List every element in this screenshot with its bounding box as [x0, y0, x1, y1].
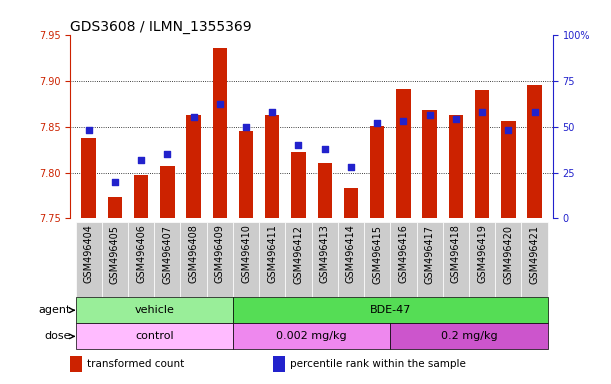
Text: GSM496417: GSM496417 — [425, 225, 434, 283]
Text: GSM496411: GSM496411 — [267, 225, 277, 283]
Text: GSM496409: GSM496409 — [215, 225, 225, 283]
Bar — [501, 121, 516, 218]
Bar — [154, 222, 180, 297]
Text: GSM496404: GSM496404 — [84, 225, 93, 283]
Bar — [70, 356, 82, 372]
Point — [268, 109, 277, 115]
Point — [346, 164, 356, 170]
Text: GSM496421: GSM496421 — [530, 225, 540, 283]
Bar — [496, 222, 521, 297]
Text: GSM496408: GSM496408 — [189, 225, 199, 283]
Text: control: control — [135, 331, 174, 341]
Bar — [128, 222, 154, 297]
Point — [398, 118, 408, 124]
Bar — [180, 222, 207, 297]
Bar — [265, 116, 279, 218]
Point — [215, 101, 225, 108]
Point — [189, 114, 199, 121]
Text: GSM496416: GSM496416 — [398, 225, 408, 283]
Text: GSM496414: GSM496414 — [346, 225, 356, 283]
Point — [110, 179, 120, 185]
Point — [241, 124, 251, 130]
Text: GSM496407: GSM496407 — [163, 225, 172, 283]
Text: GSM496413: GSM496413 — [320, 225, 330, 283]
Text: GSM496406: GSM496406 — [136, 225, 146, 283]
Bar — [76, 323, 233, 349]
Point — [84, 127, 93, 133]
Bar — [259, 222, 285, 297]
Bar — [273, 356, 285, 372]
Bar — [396, 89, 411, 218]
Bar — [233, 222, 259, 297]
Text: vehicle: vehicle — [134, 305, 174, 315]
Text: GSM496418: GSM496418 — [451, 225, 461, 283]
Bar — [338, 222, 364, 297]
Bar — [370, 126, 384, 218]
Text: GSM496420: GSM496420 — [503, 225, 513, 283]
Point — [294, 142, 304, 148]
Bar — [443, 222, 469, 297]
Bar — [344, 188, 358, 218]
Point — [372, 120, 382, 126]
Bar — [291, 152, 306, 218]
Bar — [364, 222, 390, 297]
Bar — [239, 131, 253, 218]
Bar — [108, 197, 122, 218]
Point — [530, 109, 540, 115]
Point — [503, 127, 513, 133]
Bar — [160, 166, 175, 218]
Bar — [186, 116, 201, 218]
Text: 0.2 mg/kg: 0.2 mg/kg — [441, 331, 497, 341]
Point — [136, 157, 146, 163]
Bar — [521, 222, 547, 297]
Text: GSM496405: GSM496405 — [110, 225, 120, 283]
Text: GSM496415: GSM496415 — [372, 225, 382, 283]
Bar — [233, 297, 547, 323]
Point — [163, 151, 172, 157]
Text: GSM496410: GSM496410 — [241, 225, 251, 283]
Point — [425, 113, 434, 119]
Bar — [422, 110, 437, 218]
Bar — [76, 222, 102, 297]
Text: 0.002 mg/kg: 0.002 mg/kg — [276, 331, 347, 341]
Bar — [448, 116, 463, 218]
Text: dose: dose — [44, 331, 74, 341]
Bar — [76, 297, 233, 323]
Point — [477, 109, 487, 115]
Text: GSM496412: GSM496412 — [293, 225, 304, 283]
Bar — [527, 85, 542, 218]
Bar — [134, 175, 148, 218]
Bar — [390, 222, 417, 297]
Bar — [207, 222, 233, 297]
Bar — [318, 163, 332, 218]
Bar — [81, 137, 96, 218]
Bar — [417, 222, 443, 297]
Bar — [312, 222, 338, 297]
Bar — [213, 48, 227, 218]
Text: GDS3608 / ILMN_1355369: GDS3608 / ILMN_1355369 — [70, 20, 252, 33]
Bar — [102, 222, 128, 297]
Text: agent: agent — [38, 305, 74, 315]
Text: BDE-47: BDE-47 — [370, 305, 411, 315]
Point — [320, 146, 329, 152]
Bar — [285, 222, 312, 297]
Bar — [233, 323, 390, 349]
Bar — [469, 222, 496, 297]
Bar — [390, 323, 547, 349]
Point — [451, 116, 461, 122]
Text: GSM496419: GSM496419 — [477, 225, 487, 283]
Text: percentile rank within the sample: percentile rank within the sample — [290, 359, 466, 369]
Bar — [475, 90, 489, 218]
Text: transformed count: transformed count — [87, 359, 185, 369]
